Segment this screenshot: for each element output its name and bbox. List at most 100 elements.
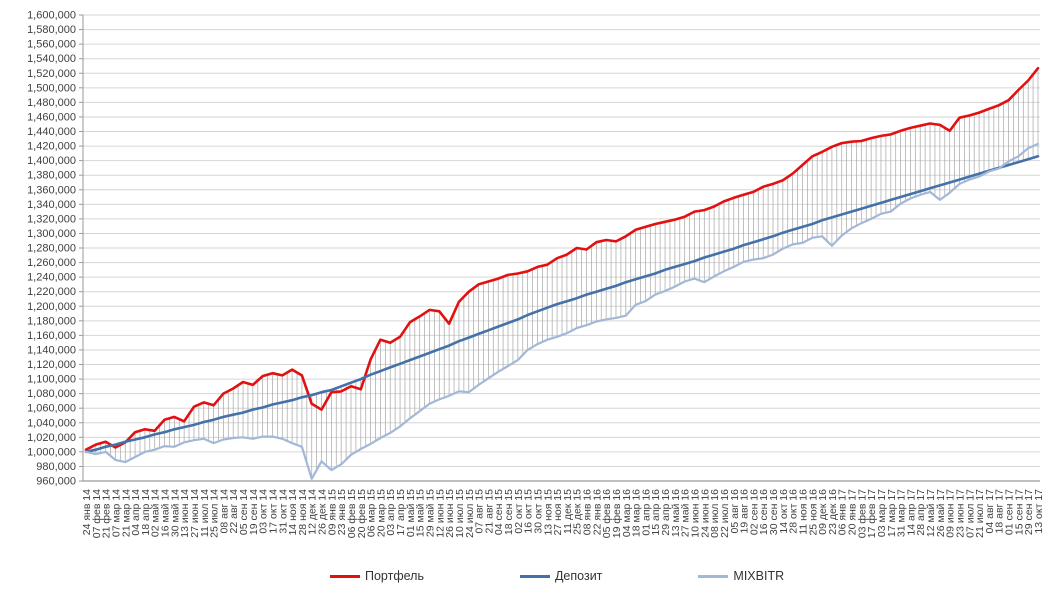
portfolio-line-swatch-icon bbox=[330, 574, 360, 578]
x-tick-label: 25 дек 15 bbox=[572, 489, 584, 535]
y-tick-label: 1,400,000 bbox=[27, 155, 76, 167]
mixbitr-line-swatch-icon bbox=[698, 574, 729, 578]
x-tick-label: 18 авг 17 bbox=[994, 489, 1006, 534]
chart-legend: Портфель Депозит MIXBITR bbox=[330, 569, 784, 583]
y-tick-label: 1,580,000 bbox=[27, 24, 76, 36]
x-tick-label: 21 июл 17 bbox=[974, 489, 986, 538]
x-tick-label: 16 май 14 bbox=[160, 489, 172, 537]
x-tick-label: 29 май 15 bbox=[425, 489, 437, 537]
x-tick-label: 24 янв 14 bbox=[81, 489, 93, 535]
x-tick-label: 24 июл 15 bbox=[464, 489, 476, 538]
x-tick-label: 04 авг 17 bbox=[984, 489, 996, 534]
x-tick-label: 18 сен 15 bbox=[503, 489, 515, 535]
x-tick-label: 14 ноя 14 bbox=[287, 489, 299, 536]
x-tick-label: 17 мар 17 bbox=[886, 489, 898, 537]
x-tick-label: 11 дек 15 bbox=[562, 489, 574, 534]
x-tick-label: 02 окт 15 bbox=[513, 489, 525, 534]
legend-item-mixbitr: MIXBITR bbox=[698, 569, 784, 583]
x-tick-label: 04 сен 15 bbox=[493, 489, 505, 535]
y-tick-label: 1,520,000 bbox=[27, 68, 76, 80]
y-axis: 960,000 980,000 1,000,000 1,020,000 1,040,00… bbox=[27, 10, 83, 488]
x-tick-label: 12 дек 14 bbox=[307, 489, 319, 535]
x-tick-label: 22 июл 16 bbox=[719, 489, 731, 538]
x-tick-label: 09 июн 17 bbox=[945, 489, 957, 538]
y-tick-label: 1,080,000 bbox=[27, 388, 76, 400]
x-tick-label: 13 июн 14 bbox=[179, 489, 191, 538]
x-tick-label: 21 мар 14 bbox=[120, 489, 132, 537]
legend-item-deposit: Депозит bbox=[519, 569, 602, 583]
x-tick-label: 07 фев 14 bbox=[91, 489, 103, 538]
x-tick-label: 12 май 17 bbox=[925, 489, 937, 537]
x-tick-label: 30 окт 15 bbox=[532, 489, 544, 534]
x-tick-label: 23 янв 15 bbox=[336, 489, 348, 535]
legend-item-portfolio: Портфель bbox=[330, 569, 424, 583]
legend-label-portfolio: Портфель bbox=[365, 569, 424, 583]
y-tick-label: 1,040,000 bbox=[27, 417, 76, 429]
deposit-line-swatch-icon bbox=[519, 574, 550, 578]
x-tick-label: 06 янв 17 bbox=[837, 489, 849, 535]
y-tick-label: 1,020,000 bbox=[27, 432, 76, 444]
x-tick-label: 02 сен 16 bbox=[748, 489, 760, 535]
x-tick-label: 20 мар 15 bbox=[375, 489, 387, 537]
x-tick-label: 10 июн 16 bbox=[689, 489, 701, 538]
x-tick-label: 01 сен 17 bbox=[1004, 489, 1016, 535]
x-tick-label: 22 авг 14 bbox=[228, 489, 240, 534]
x-tick-label: 23 дек 16 bbox=[827, 489, 839, 535]
x-tick-label: 04 мар 16 bbox=[621, 489, 633, 537]
x-tick-label: 31 мар 17 bbox=[896, 489, 908, 537]
x-tick-label: 15 апр 16 bbox=[650, 489, 662, 536]
y-tick-label: 1,000,000 bbox=[27, 446, 76, 458]
y-tick-label: 1,240,000 bbox=[27, 272, 76, 284]
x-tick-label: 20 фев 15 bbox=[356, 489, 368, 538]
x-tick-label: 30 сен 16 bbox=[768, 489, 780, 535]
x-tick-label: 29 апр 16 bbox=[660, 489, 672, 536]
x-tick-label: 31 окт 14 bbox=[277, 489, 289, 534]
y-tick-label: 1,260,000 bbox=[27, 257, 76, 269]
x-tick-label: 16 окт 15 bbox=[523, 489, 535, 534]
mixbitr-series-line bbox=[84, 142, 1040, 480]
x-tick-label: 07 мар 14 bbox=[110, 489, 122, 537]
y-tick-label: 1,160,000 bbox=[27, 330, 76, 342]
x-tick-label: 19 авг 16 bbox=[739, 489, 751, 534]
y-tick-label: 980,000 bbox=[36, 461, 76, 473]
x-tick-label: 03 мар 17 bbox=[876, 489, 888, 537]
x-tick-label: 13 ноя 15 bbox=[542, 489, 554, 536]
x-tick-label: 03 окт 14 bbox=[258, 489, 270, 534]
x-tick-label: 11 июл 14 bbox=[199, 489, 211, 537]
x-tick-label: 15 сен 17 bbox=[1013, 489, 1025, 535]
x-tick-label: 03 фев 17 bbox=[856, 489, 868, 538]
x-tick-label: 23 июн 17 bbox=[954, 489, 966, 538]
x-tick-label: 17 апр 15 bbox=[395, 489, 407, 536]
x-tick-label: 06 мар 15 bbox=[366, 489, 378, 537]
x-tick-label: 25 ноя 16 bbox=[807, 489, 819, 536]
x-tick-label: 26 май 17 bbox=[935, 489, 947, 537]
x-tick-label: 29 сен 17 bbox=[1023, 489, 1035, 535]
x-tick-label: 17 окт 14 bbox=[267, 489, 279, 534]
x-tick-label: 07 июл 17 bbox=[964, 489, 976, 538]
y-tick-label: 1,560,000 bbox=[27, 39, 76, 51]
y-tick-label: 960,000 bbox=[36, 476, 76, 488]
x-tick-label: 05 сен 14 bbox=[238, 489, 250, 535]
y-tick-label: 1,060,000 bbox=[27, 403, 76, 415]
portfolio-series-line bbox=[84, 66, 1040, 452]
x-tick-label: 13 май 16 bbox=[670, 489, 682, 537]
y-tick-label: 1,300,000 bbox=[27, 228, 76, 240]
x-tick-label: 08 авг 14 bbox=[218, 489, 230, 534]
x-tick-label: 07 авг 15 bbox=[474, 489, 486, 534]
x-tick-label: 28 ноя 14 bbox=[297, 489, 309, 536]
x-tick-label: 13 окт 17 bbox=[1033, 489, 1045, 534]
legend-label-mixbitr: MIXBITR bbox=[733, 569, 785, 583]
y-tick-label: 1,180,000 bbox=[27, 315, 76, 327]
x-tick-label: 22 янв 16 bbox=[591, 489, 603, 535]
x-tick-label: 14 окт 16 bbox=[778, 489, 790, 534]
x-tick-label: 18 апр 14 bbox=[140, 489, 152, 536]
y-tick-label: 1,380,000 bbox=[27, 170, 76, 182]
x-tick-label: 05 фев 16 bbox=[601, 489, 613, 538]
x-tick-label: 25 июл 14 bbox=[209, 489, 221, 538]
y-tick-label: 1,540,000 bbox=[27, 53, 76, 65]
y-tick-label: 1,280,000 bbox=[27, 243, 76, 255]
x-tick-label: 19 фев 16 bbox=[611, 489, 623, 538]
